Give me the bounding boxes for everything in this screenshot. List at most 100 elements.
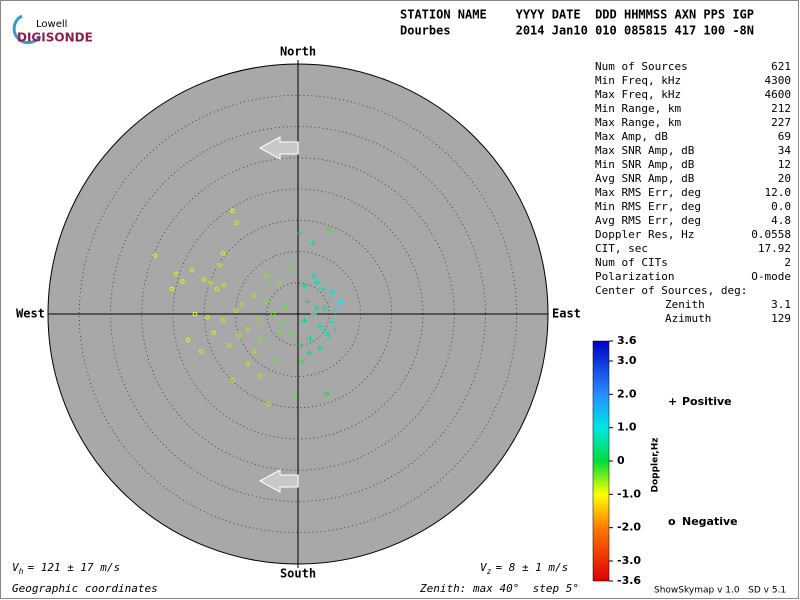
stat-value: 212 — [771, 102, 791, 115]
header-line: Dourbes 2014 Jan10 010 085815 417 100 -8… — [400, 24, 754, 38]
vh-label: Vh = 121 ± 17 m/s — [12, 561, 120, 576]
source-negative — [236, 333, 241, 339]
colorbar-bar — [592, 340, 610, 582]
source-positive — [304, 298, 311, 305]
colorbar-tick-label: -3.6 — [617, 574, 641, 587]
stat-label: Avg RMS Err, deg — [595, 214, 701, 227]
stat-label: Num of Sources — [595, 60, 688, 73]
stat-value: 0.0558 — [751, 228, 791, 241]
stat-label: Zenith — [665, 298, 705, 311]
stat-value: O-mode — [751, 270, 791, 283]
source-negative — [233, 308, 238, 314]
arrow-icon — [258, 136, 299, 160]
source-negative — [152, 253, 158, 259]
source-positive — [316, 345, 323, 352]
stat-label: Polarization — [595, 270, 674, 283]
colorbar-tick-label: 2.0 — [617, 387, 637, 400]
source-negative — [292, 392, 298, 398]
logo-bottom: DIGISONDE — [17, 31, 93, 45]
stat-value: 17.92 — [758, 242, 791, 255]
source-positive — [329, 289, 336, 296]
source-negative — [276, 330, 282, 336]
colorbar-tick-label: 1.0 — [617, 421, 637, 434]
source-positive — [301, 317, 308, 324]
compass-label: West — [16, 307, 45, 321]
source-positive — [307, 336, 314, 342]
source-negative — [208, 280, 213, 286]
source-negative — [205, 314, 210, 320]
source-negative — [185, 337, 191, 343]
source-negative — [276, 280, 282, 286]
stat-value: 20 — [778, 172, 791, 185]
source-negative — [169, 286, 175, 292]
colorbar-tick-label: -3.0 — [617, 554, 641, 567]
source-positive — [321, 304, 328, 311]
stat-value: 12 — [778, 158, 791, 171]
stat-label: Min Range, km — [595, 102, 681, 115]
compass-label: North — [280, 45, 316, 59]
source-negative — [234, 220, 240, 226]
source-negative — [280, 321, 285, 326]
source-negative — [255, 317, 260, 323]
source-positive — [296, 230, 303, 237]
source-positive — [310, 311, 317, 317]
source-negative — [264, 274, 270, 279]
value: = 121 ± 17 m/s — [27, 561, 120, 574]
stat-value: 4600 — [765, 88, 792, 101]
symbol: V — [12, 561, 20, 574]
colorbar-tick-label: 3.6 — [617, 334, 637, 347]
stat-value: 3.1 — [771, 298, 791, 311]
source-positive — [326, 332, 333, 339]
source-negative — [326, 226, 332, 232]
stat-label: Num of CITs — [595, 256, 668, 269]
arrow-icon — [258, 469, 299, 493]
source-negative — [264, 299, 270, 304]
source-negative — [324, 391, 330, 397]
source-negative — [198, 349, 204, 354]
source-negative — [214, 286, 220, 292]
source-negative — [211, 330, 216, 336]
colorbar-tick-label: -2.0 — [617, 521, 641, 534]
source-positive — [301, 282, 308, 289]
legend-entry: Negative — [682, 515, 738, 528]
stat-value: 34 — [778, 144, 792, 157]
source-negative — [289, 330, 295, 336]
legend-marker: + — [668, 395, 677, 408]
source-negative — [251, 292, 257, 298]
source-positive — [306, 349, 313, 356]
source-negative — [245, 327, 251, 332]
source-positive — [313, 279, 320, 286]
stat-label: Min Freq, kHz — [595, 74, 681, 87]
stat-label: Max Freq, kHz — [595, 88, 681, 101]
stat-label: CIT, sec — [595, 242, 648, 255]
source-positive — [320, 286, 326, 292]
stat-label: Min SNR Amp, dB — [595, 158, 695, 171]
stat-label: Doppler Res, Hz — [595, 228, 694, 241]
source-positive — [323, 329, 330, 336]
source-negative — [245, 361, 251, 367]
source-negative — [299, 359, 305, 364]
logo-top: Lowell — [36, 19, 67, 30]
compass-label: East — [552, 307, 581, 321]
source-negative — [283, 305, 288, 311]
source-positive — [310, 239, 316, 246]
stat-value: 0.0 — [771, 200, 791, 213]
stat-value: 12.0 — [765, 186, 792, 199]
stats-table: Num of Sources 621 Min Freq, kHz 4300 Max Fr… — [595, 60, 791, 325]
zenith-label: Zenith: max 40° step 5° — [419, 582, 579, 595]
source-negative — [239, 302, 245, 307]
source-negative — [189, 267, 195, 273]
source-negative — [270, 311, 276, 317]
source-negative — [251, 349, 257, 354]
stat-value: 4.8 — [771, 214, 791, 227]
colorbar-tick-label: 3.0 — [617, 354, 637, 367]
stat-label: Max RMS Err, deg — [595, 186, 701, 199]
source-positive — [332, 307, 339, 314]
source-negative — [258, 336, 263, 342]
source-negative — [221, 282, 227, 288]
symbol: V — [480, 561, 488, 574]
source-negative — [230, 208, 235, 214]
source-positive — [329, 318, 336, 325]
legend-marker: o — [668, 515, 676, 528]
